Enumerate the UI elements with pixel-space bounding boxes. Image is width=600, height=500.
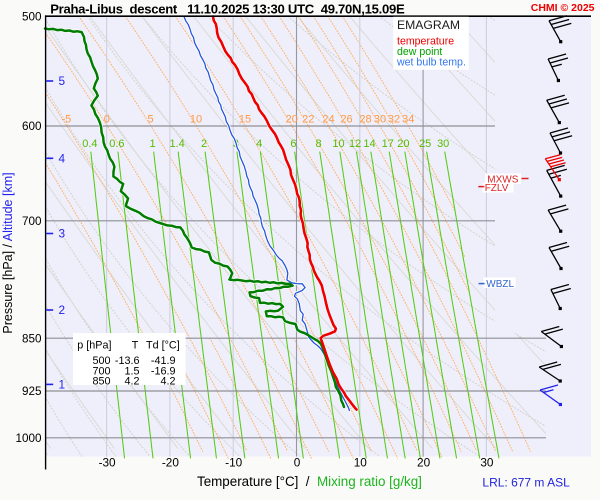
svg-text:34: 34	[402, 114, 414, 126]
svg-text:500: 500	[22, 10, 42, 23]
svg-text:15: 15	[239, 114, 251, 126]
svg-text:EMAGRAM: EMAGRAM	[397, 18, 460, 32]
svg-text:4: 4	[59, 152, 66, 166]
svg-text:14: 14	[363, 138, 375, 150]
svg-text:24: 24	[322, 114, 334, 126]
svg-text:0.4: 0.4	[82, 138, 97, 150]
svg-text:32: 32	[388, 114, 400, 126]
svg-text:20: 20	[417, 455, 431, 469]
svg-text:1.4: 1.4	[169, 138, 184, 150]
svg-text:1: 1	[59, 378, 66, 392]
svg-text:8: 8	[315, 138, 321, 150]
svg-text:WBZL: WBZL	[486, 279, 514, 290]
svg-text:925: 925	[22, 385, 42, 398]
svg-text:700: 700	[22, 215, 42, 228]
svg-text:wet bulb temp.: wet bulb temp.	[396, 57, 466, 69]
svg-text:0: 0	[104, 114, 110, 126]
svg-text:Td [°C]: Td [°C]	[146, 340, 180, 352]
svg-text:-10: -10	[225, 455, 242, 469]
svg-text:LRL: 677 m ASL: LRL: 677 m ASL	[482, 476, 570, 490]
svg-text:0.6: 0.6	[109, 138, 124, 150]
svg-text:Pressure [hPa] / Altitude [k: Pressure [hPa] / Altitude [km]	[1, 172, 15, 333]
svg-text:1000: 1000	[15, 432, 42, 445]
svg-text:p [hPa]: p [hPa]	[77, 340, 111, 352]
svg-text:4.2: 4.2	[160, 376, 175, 388]
svg-text:-41.9: -41.9	[151, 355, 176, 367]
svg-text:17: 17	[382, 138, 394, 150]
svg-text:2: 2	[201, 138, 207, 150]
svg-text:6: 6	[290, 138, 296, 150]
svg-text:-5: -5	[62, 114, 72, 126]
svg-text:0: 0	[294, 455, 301, 469]
svg-text:MXWS: MXWS	[487, 175, 518, 186]
svg-text:dew point: dew point	[397, 46, 442, 58]
svg-text:-20: -20	[162, 455, 179, 469]
svg-text:FZLV: FZLV	[485, 183, 509, 194]
svg-text:850: 850	[92, 376, 110, 388]
svg-text:25: 25	[419, 138, 431, 150]
svg-text:1.5: 1.5	[124, 366, 139, 378]
svg-text:600: 600	[22, 120, 42, 133]
svg-text:30: 30	[480, 455, 494, 469]
svg-text:4: 4	[256, 138, 262, 150]
svg-text:10: 10	[190, 114, 202, 126]
svg-text:3: 3	[59, 227, 66, 241]
svg-text:-30: -30	[99, 455, 116, 469]
svg-text:5: 5	[147, 114, 153, 126]
svg-text:20: 20	[286, 114, 298, 126]
svg-text:2: 2	[59, 303, 66, 317]
svg-text:T: T	[132, 340, 139, 352]
svg-text:1: 1	[150, 138, 156, 150]
svg-text:10: 10	[332, 138, 344, 150]
svg-text:28: 28	[359, 114, 371, 126]
svg-text:CHMI © 2025: CHMI © 2025	[531, 2, 595, 14]
svg-text:-16.9: -16.9	[151, 366, 176, 378]
svg-text:temperature: temperature	[397, 36, 454, 48]
svg-text:12: 12	[349, 138, 361, 150]
svg-text:20: 20	[397, 138, 409, 150]
svg-text:30: 30	[437, 138, 449, 150]
svg-text:30: 30	[374, 114, 386, 126]
svg-text:500: 500	[92, 355, 110, 367]
svg-text:850: 850	[22, 332, 42, 345]
svg-text:26: 26	[340, 114, 352, 126]
svg-text:22: 22	[302, 114, 314, 126]
svg-text:5: 5	[59, 74, 66, 88]
svg-text:Praha-Libus descent 11.10.2: Praha-Libus descent 11.10.2025 13:30 UTC…	[50, 1, 405, 16]
svg-text:4.2: 4.2	[124, 376, 139, 388]
svg-text:-13.6: -13.6	[115, 355, 140, 367]
svg-text:Temperature [°C] / Mixing ra: Temperature [°C] / Mixing ratio [g/kg]	[197, 474, 422, 489]
svg-text:700: 700	[92, 366, 110, 378]
svg-text:10: 10	[354, 455, 368, 469]
